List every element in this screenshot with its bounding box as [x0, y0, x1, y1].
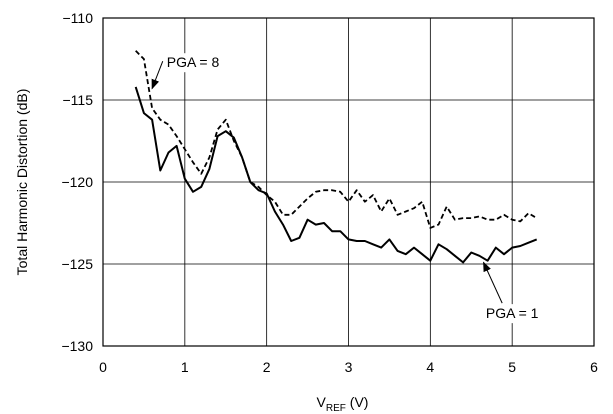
- y-tick-label: −115: [63, 92, 94, 108]
- annotation-label-bg: [163, 53, 223, 73]
- grid-lines: [103, 18, 594, 346]
- x-tick-label: 6: [590, 359, 598, 375]
- x-tick-label: 5: [508, 359, 516, 375]
- y-tick-label: −130: [61, 338, 93, 354]
- x-axis-title-main: V: [317, 394, 327, 410]
- x-tick-label: 4: [426, 359, 434, 375]
- y-tick-label: −120: [61, 174, 93, 190]
- annotation-label: PGA = 8: [167, 54, 220, 70]
- x-axis-title: VREF (V): [317, 394, 369, 414]
- annotation-label-bg: [482, 304, 542, 324]
- annotation-arrow: [483, 261, 503, 304]
- y-tick-label: −125: [61, 256, 93, 272]
- x-axis-title-subscript: REF: [326, 403, 346, 414]
- y-axis-tick-labels: −110 −115 −120 −125 −130: [61, 10, 93, 354]
- plot-frame: [102, 17, 595, 347]
- series-line-pga-8: [135, 50, 538, 229]
- x-tick-label: 3: [345, 359, 353, 375]
- y-tick-label: −110: [63, 10, 94, 26]
- x-axis-tick-labels: 0 1 2 3 4 5 6: [99, 359, 598, 375]
- annotation-label: PGA = 1: [486, 305, 539, 321]
- y-axis-title: Total Harmonic Distortion (dB): [14, 89, 30, 276]
- annotations-layer: PGA = 8 PGA = 1: [151, 53, 542, 324]
- series-layer: [134, 50, 538, 264]
- series-line-pga-1: [134, 86, 538, 264]
- annotation-arrow: [151, 61, 164, 90]
- x-tick-label: 1: [181, 359, 189, 375]
- x-tick-label: 2: [263, 359, 271, 375]
- x-axis-title-unit: (V): [346, 394, 369, 410]
- x-tick-label: 0: [99, 359, 107, 375]
